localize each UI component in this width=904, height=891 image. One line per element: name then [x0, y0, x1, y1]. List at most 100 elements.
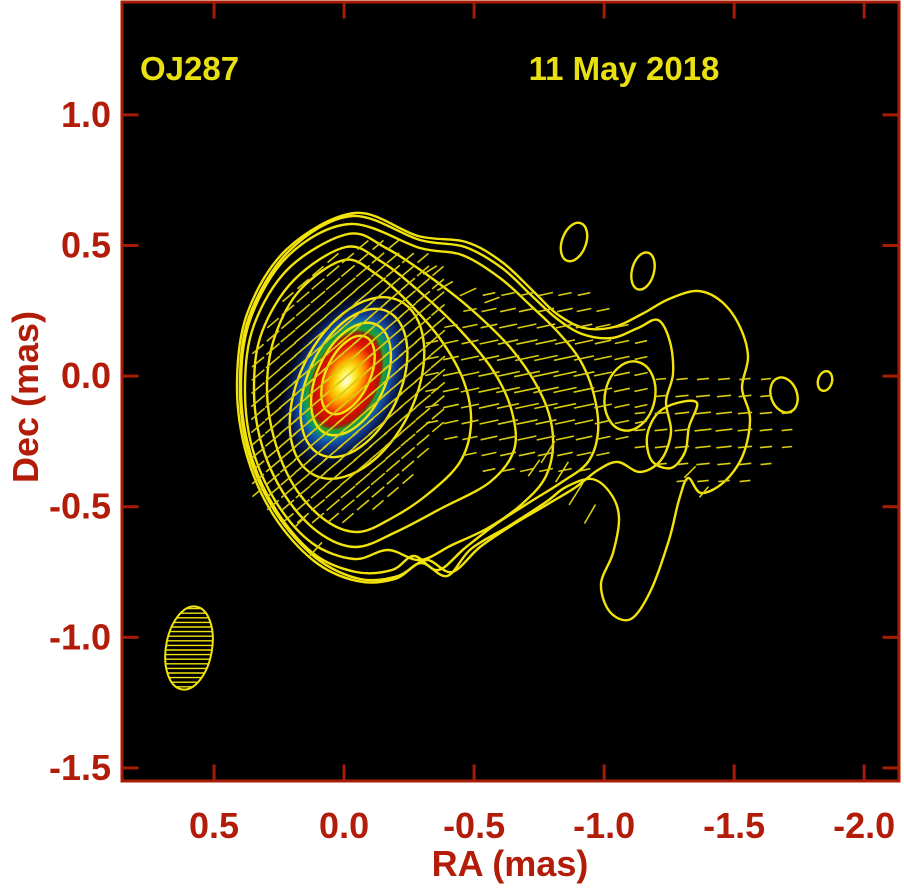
y-tick-label: -1.0: [49, 616, 111, 657]
x-axis-title: RA (mas): [432, 843, 589, 884]
evpa-tick: [250, 407, 266, 421]
y-tick-label: -0.5: [49, 486, 111, 527]
evpa-tick: [696, 377, 710, 381]
evpa-tick: [414, 380, 432, 396]
x-tick-label: 0.0: [319, 805, 369, 846]
evpa-tick: [634, 387, 648, 393]
evpa-tick: [323, 314, 343, 332]
evpa-tick: [634, 419, 648, 425]
evpa-tick: [654, 411, 668, 415]
evpa-tick: [655, 377, 667, 381]
evpa-tick: [613, 387, 631, 393]
evpa-tick: [325, 498, 341, 512]
evpa-tick: [311, 265, 325, 277]
evpa-tick: [594, 403, 612, 409]
contour-line: [603, 360, 657, 432]
evpa-tick: [676, 479, 688, 483]
contour-line: [238, 214, 675, 582]
evpa-tick: [759, 411, 773, 415]
evpa-tick: [593, 371, 613, 377]
evpa-tick: [654, 428, 668, 432]
evpa-tick: [442, 387, 460, 393]
evpa-tick: [717, 462, 731, 466]
evpa-tick: [398, 393, 418, 409]
evpa-tick: [594, 339, 612, 345]
evpa-tick: [414, 341, 432, 357]
evpa-tick: [718, 479, 730, 483]
evpa-tick: [266, 330, 280, 342]
contour-line: [816, 369, 834, 393]
evpa-tick: [760, 377, 772, 381]
evpa-tick: [293, 445, 313, 461]
contour-line: [235, 211, 752, 622]
evpa-tick: [482, 467, 496, 473]
evpa-tick: [265, 355, 281, 369]
evpa-tick: [463, 307, 477, 313]
evpa-tick: [430, 303, 446, 317]
evpa-tick: [553, 402, 577, 410]
evpa-tick: [369, 289, 387, 305]
y-tick-label: 1.0: [61, 94, 111, 135]
evpa-tick: [443, 419, 459, 425]
evpa-tick: [737, 411, 753, 415]
evpa-tick: [760, 462, 772, 466]
contour-line: [243, 232, 555, 562]
evpa-tick: [398, 315, 418, 331]
evpa-tick: [425, 419, 439, 425]
evpa-tick: [497, 419, 519, 425]
evpa-tick: [716, 411, 732, 415]
evpa-tick: [555, 435, 575, 441]
evpa-tick: [356, 499, 370, 511]
evpa-tick: [717, 394, 731, 398]
evpa-tick: [251, 486, 265, 498]
evpa-tick: [308, 327, 328, 345]
evpa-tick: [554, 339, 576, 345]
evpa-tick: [496, 386, 520, 394]
evpa-tick: [501, 467, 515, 473]
evpa-tick: [250, 446, 266, 460]
evpa-tick: [295, 485, 311, 499]
evpa-tick: [696, 462, 710, 466]
evpa-tick: [414, 367, 432, 383]
evpa-tick: [478, 355, 500, 361]
evpa-tick: [535, 339, 557, 345]
evpa-tick: [341, 512, 355, 524]
evpa-tick: [295, 303, 311, 317]
evpa-tick: [555, 323, 575, 329]
evpa-tick: [568, 482, 584, 506]
x-tick-label: -1.5: [703, 805, 765, 846]
evpa-tick: [357, 239, 369, 251]
evpa-tick: [250, 420, 266, 434]
evpa-tick: [251, 369, 265, 381]
evpa-tick: [459, 287, 477, 297]
y-tick-label: -1.5: [49, 747, 111, 788]
evpa-tick: [279, 458, 297, 474]
evpa-tick: [655, 394, 667, 398]
polarization-evpa-ticks: [250, 239, 793, 557]
evpa-tick: [675, 394, 689, 398]
evpa-tick: [634, 445, 646, 449]
evpa-tick: [425, 371, 439, 377]
evpa-tick: [386, 252, 400, 264]
evpa-tick: [674, 411, 690, 415]
evpa-tick: [479, 339, 499, 345]
evpa-tick: [573, 371, 595, 377]
evpa-tick: [264, 393, 282, 409]
evpa-tick: [537, 307, 555, 313]
evpa-tick: [292, 418, 314, 436]
evpa-tick: [340, 264, 356, 278]
evpa-tick: [415, 407, 431, 421]
evpa-tick: [264, 433, 282, 447]
evpa-tick: [266, 486, 280, 498]
evpa-tick: [251, 460, 265, 472]
evpa-tick: [497, 339, 519, 345]
evpa-tick: [371, 499, 385, 511]
evpa-tick: [444, 435, 458, 441]
evpa-tick: [759, 428, 773, 432]
axis-tick-marks: [123, 3, 898, 780]
evpa-tick: [264, 380, 282, 396]
evpa-tick: [340, 485, 356, 499]
evpa-tick: [265, 459, 281, 473]
evpa-tick: [415, 303, 431, 317]
evpa-tick: [384, 432, 402, 448]
